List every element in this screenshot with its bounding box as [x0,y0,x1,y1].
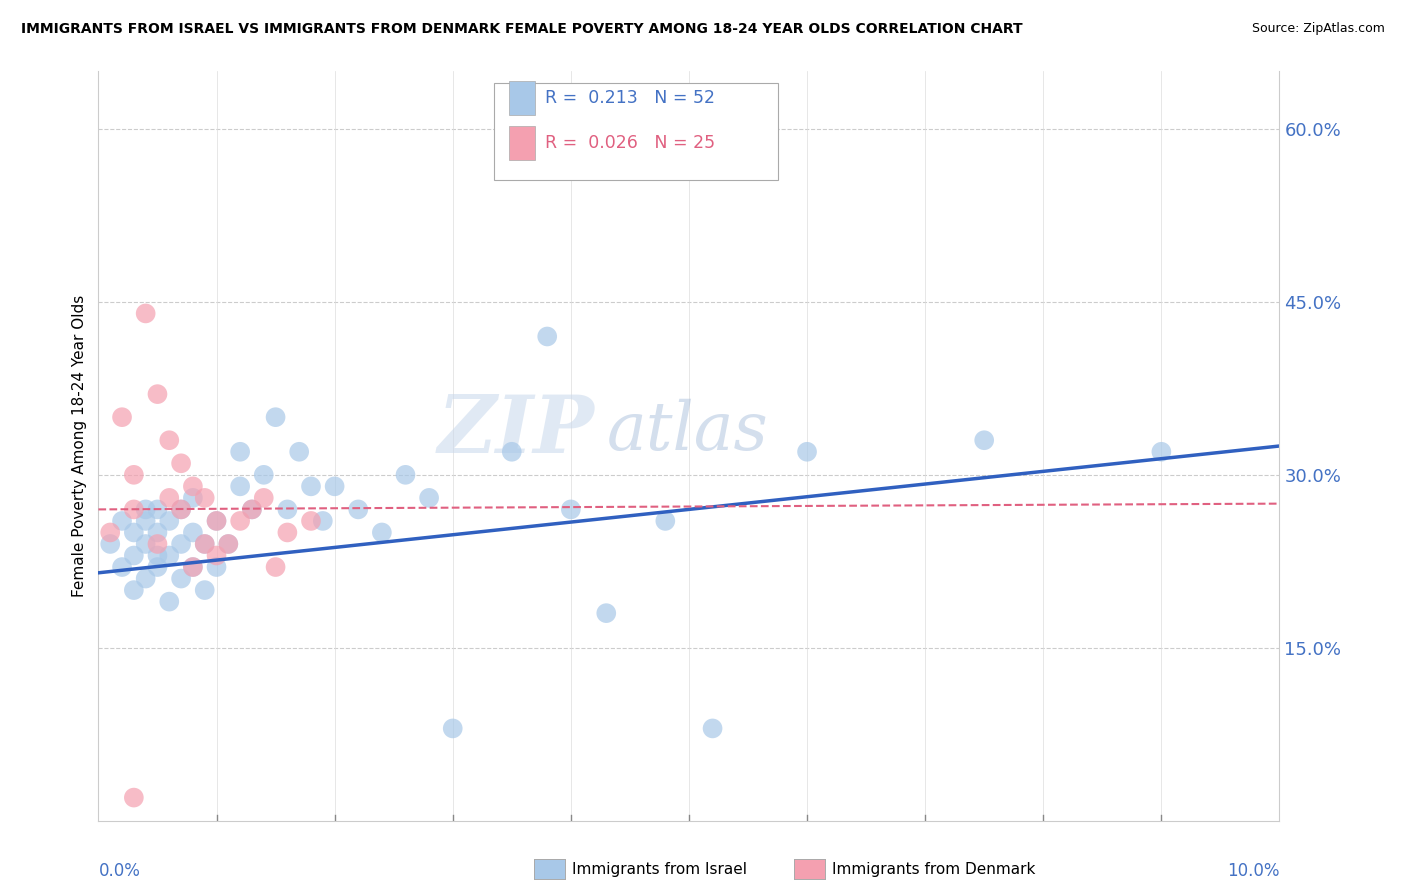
Point [973,434,995,448]
Point [170,502,193,516]
Point [205,549,228,563]
Point [170,572,193,586]
Y-axis label: Female Poverty Among 18-24 Year Olds: Female Poverty Among 18-24 Year Olds [72,295,87,597]
Point [146,560,169,574]
Point [98,525,121,540]
Point [418,491,440,505]
Point [276,525,298,540]
Point [157,549,180,563]
Point [146,525,169,540]
Point [229,444,252,458]
Point [157,594,180,608]
Text: R =  0.213   N = 52: R = 0.213 N = 52 [546,89,714,107]
Point [347,502,370,516]
Point [501,444,523,458]
Text: Source: ZipAtlas.com: Source: ZipAtlas.com [1251,22,1385,36]
Point [276,502,298,516]
Point [181,525,204,540]
Point [135,514,157,528]
Point [146,502,169,516]
Point [135,572,157,586]
Point [194,583,217,598]
Point [157,514,180,528]
Point [253,467,276,482]
Text: ZIP: ZIP [437,392,595,470]
Point [240,502,263,516]
Point [157,434,180,448]
Point [170,502,193,516]
Point [194,537,217,551]
Text: Immigrants from Denmark: Immigrants from Denmark [832,863,1036,877]
Point [205,560,228,574]
Point [560,502,582,516]
Text: Immigrants from Israel: Immigrants from Israel [572,863,747,877]
Point [122,525,145,540]
Point [240,502,263,516]
Text: 0.0%: 0.0% [98,862,141,880]
Point [217,537,239,551]
Point [299,479,322,493]
Point [135,306,157,320]
Point [194,491,217,505]
Point [111,410,134,425]
Point [323,479,346,493]
Point [122,790,145,805]
Point [441,722,464,736]
Point [288,444,311,458]
Point [135,502,157,516]
Text: R =  0.026   N = 25: R = 0.026 N = 25 [546,134,716,153]
Point [181,479,204,493]
Point [264,410,287,425]
Point [796,444,818,458]
Point [170,456,193,470]
Point [1150,444,1173,458]
Point [253,491,276,505]
Point [394,467,416,482]
Point [217,537,239,551]
Point [111,514,134,528]
Point [205,514,228,528]
Point [181,560,204,574]
Point [205,514,228,528]
Point [122,502,145,516]
Point [135,537,157,551]
Text: atlas: atlas [606,399,768,464]
Point [536,329,558,343]
Point [111,560,134,574]
Point [371,525,394,540]
Bar [509,81,536,115]
Point [122,583,145,598]
Point [229,479,252,493]
Point [122,467,145,482]
Point [146,537,169,551]
Point [170,537,193,551]
Point [146,387,169,401]
Point [229,514,252,528]
Point [181,491,204,505]
Point [299,514,322,528]
Text: IMMIGRANTS FROM ISRAEL VS IMMIGRANTS FROM DENMARK FEMALE POVERTY AMONG 18-24 YEA: IMMIGRANTS FROM ISRAEL VS IMMIGRANTS FRO… [21,22,1022,37]
Point [264,560,287,574]
Point [595,606,617,620]
Point [157,491,180,505]
Point [654,514,676,528]
Point [146,549,169,563]
Text: 10.0%: 10.0% [1227,862,1279,880]
Point [312,514,335,528]
Point [181,560,204,574]
Bar [509,127,536,160]
Point [122,549,145,563]
Point [702,722,724,736]
FancyBboxPatch shape [494,83,778,180]
Point [194,537,217,551]
Point [98,537,121,551]
